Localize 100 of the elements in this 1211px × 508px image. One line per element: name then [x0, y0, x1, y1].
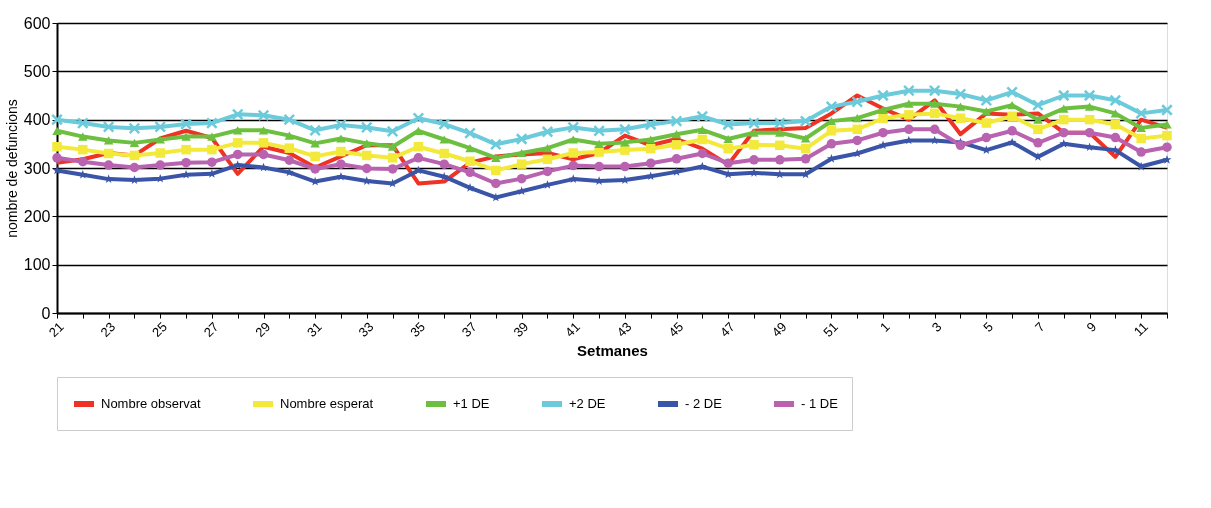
point: [645, 158, 656, 168]
point: [232, 126, 243, 135]
point: [362, 163, 372, 174]
point: [567, 121, 580, 134]
point: [775, 155, 785, 165]
point: [878, 105, 888, 115]
legend-label: Nombre esperat: [280, 396, 374, 411]
point: [129, 150, 140, 161]
x-tick-label: 47: [717, 319, 738, 340]
point: [489, 138, 502, 151]
point: [852, 114, 862, 123]
point: [1084, 102, 1095, 111]
point: [1057, 89, 1070, 102]
point: [800, 134, 811, 143]
point: [773, 117, 786, 130]
point: [1084, 127, 1095, 138]
legend-label: - 1 DE: [801, 396, 839, 411]
point: [749, 155, 759, 165]
point: [1059, 139, 1069, 148]
point: [826, 139, 837, 149]
point: [515, 133, 528, 145]
point: [129, 162, 140, 173]
point: [1059, 104, 1069, 113]
point: [516, 173, 527, 184]
point: [826, 154, 836, 163]
point: [334, 118, 347, 131]
point: [154, 120, 167, 133]
point: [955, 113, 966, 123]
point: [1110, 132, 1121, 143]
point: [902, 84, 915, 97]
point: [438, 118, 451, 131]
x-tick-label: 31: [303, 319, 325, 340]
point: [775, 140, 785, 151]
point: [181, 132, 191, 141]
point: [670, 115, 683, 128]
point: [155, 160, 165, 170]
point: [851, 95, 864, 108]
point: [1162, 130, 1172, 141]
point: [568, 148, 579, 158]
point: [78, 144, 88, 155]
point: [1162, 155, 1172, 164]
x-tick-label: 27: [200, 319, 222, 340]
x-tick-label: 45: [665, 319, 687, 340]
point: [491, 165, 501, 176]
point: [594, 139, 604, 148]
x-tick-label: 49: [768, 319, 790, 340]
x-tick-label: 37: [458, 319, 480, 340]
point: [1109, 94, 1122, 107]
point: [1031, 99, 1044, 112]
point: [258, 126, 269, 135]
point: [929, 108, 940, 119]
point: [697, 148, 708, 159]
point: [412, 112, 425, 125]
point: [980, 94, 993, 107]
point: [800, 143, 811, 154]
point: [1059, 114, 1069, 125]
point: [439, 135, 449, 144]
point: [439, 159, 449, 169]
point: [593, 124, 606, 137]
point: [981, 132, 992, 143]
point: [310, 164, 320, 174]
point: [387, 164, 398, 174]
point: [52, 141, 62, 152]
point: [465, 144, 475, 153]
y-tick-label: 200: [23, 207, 51, 225]
point: [491, 178, 501, 189]
point: [51, 113, 63, 126]
point: [723, 158, 733, 168]
y-tick-label: 600: [23, 14, 51, 32]
point: [955, 102, 966, 111]
point: [413, 165, 423, 175]
point: [1033, 124, 1043, 135]
point: [1007, 137, 1017, 147]
point: [284, 143, 295, 153]
point: [181, 144, 191, 155]
point: [723, 143, 733, 154]
point: [52, 153, 62, 163]
point: [52, 126, 62, 135]
point: [78, 156, 88, 167]
point: [1006, 86, 1019, 99]
point: [309, 124, 322, 137]
point: [205, 117, 218, 130]
point: [722, 118, 735, 131]
point: [747, 117, 760, 130]
point: [620, 145, 630, 155]
x-tick-label: 43: [613, 319, 635, 340]
point: [749, 128, 759, 137]
point: [155, 135, 165, 144]
point: [568, 135, 579, 144]
x-tick-label: 9: [1083, 319, 1100, 335]
point: [697, 125, 708, 134]
point: [1007, 111, 1017, 122]
point: [981, 107, 992, 116]
point: [645, 143, 656, 154]
point: [283, 113, 296, 126]
point: [542, 154, 553, 165]
point: [645, 135, 656, 144]
x-tick-label: 39: [510, 319, 532, 340]
point: [232, 149, 243, 160]
point: [542, 144, 553, 153]
